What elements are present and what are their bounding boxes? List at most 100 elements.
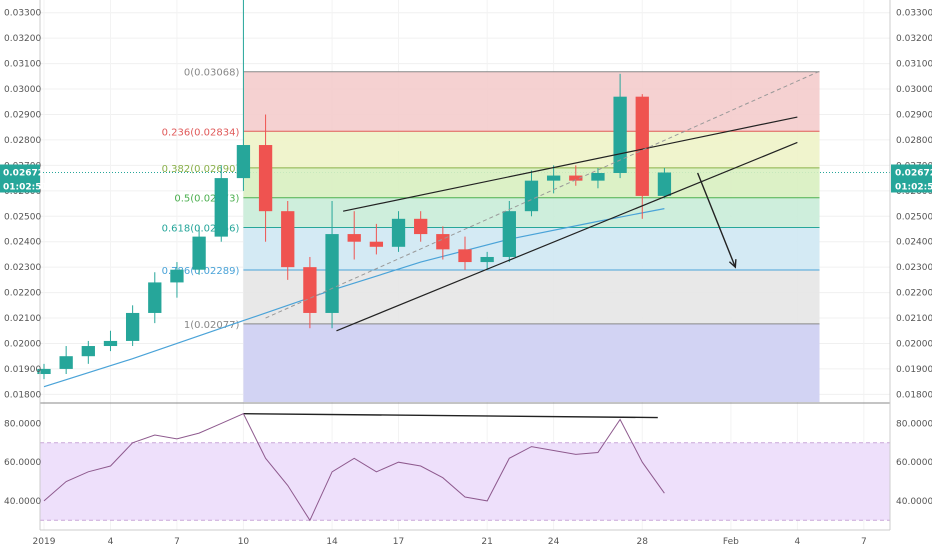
fib-level-label: 0.5(0.02573) <box>174 194 239 205</box>
candle-body <box>369 241 384 247</box>
time-tick-label: 7 <box>861 537 867 547</box>
fib-zone-extension <box>243 323 820 402</box>
fib-level-label: 0.618(0.02456) <box>162 223 240 234</box>
candle-body <box>347 234 361 242</box>
rsi-band <box>40 442 890 521</box>
candle-body <box>81 346 95 357</box>
price-tick-label: 0.02300 <box>896 263 932 273</box>
time-tick-label: 21 <box>481 537 492 547</box>
rsi-polyline <box>43 413 665 522</box>
candle-body <box>502 211 516 257</box>
price-tick-label: 0.02500 <box>896 212 932 222</box>
time-tick-label: 28 <box>637 537 649 547</box>
price-badge <box>891 164 932 179</box>
price-tick-label: 0.02000 <box>896 339 932 349</box>
candle-body <box>214 178 228 237</box>
moving-average-line <box>43 208 665 388</box>
candle-body <box>635 96 649 196</box>
price-tick-label: 0.02200 <box>4 289 41 299</box>
price-tick-label: 0.02100 <box>896 314 932 324</box>
fib-level-label: 0(0.03068) <box>184 68 240 79</box>
countdown-badge-value: 01:02:51 <box>895 183 932 193</box>
price-tick-label: 0.02400 <box>896 238 932 248</box>
time-tick-label: 2019 <box>33 537 56 547</box>
rsi-tick-label: 40.0000 <box>4 497 41 507</box>
price-tick-label: 0.03100 <box>4 60 41 70</box>
price-tick-label: 0.02900 <box>896 110 932 120</box>
candle-body <box>436 234 450 250</box>
candle-body <box>569 175 583 181</box>
trend-drawings[interactable] <box>243 70 820 419</box>
candle-body <box>125 312 140 341</box>
candle-body <box>281 211 295 268</box>
rsi-tick-label: 60.0000 <box>896 458 932 468</box>
price-tick-label: 0.03200 <box>4 34 41 44</box>
candle-body <box>303 267 317 313</box>
price-tick-label: 0.01800 <box>896 390 932 400</box>
rsi-divergence-line <box>243 412 658 419</box>
fib-zone <box>243 269 820 324</box>
price-badge-left-value: 0.02672 <box>3 169 44 179</box>
rsi-tick-label: 80.0000 <box>4 419 41 429</box>
fib-level-label: 0.786(0.02289) <box>162 266 240 277</box>
price-tick-label: 0.01800 <box>4 390 41 400</box>
time-tick-label: 17 <box>393 537 404 547</box>
price-tick-label: 0.03000 <box>896 85 932 95</box>
wedge-lower-trendline <box>336 141 798 332</box>
candle-body <box>524 180 539 212</box>
candle-body <box>657 172 672 196</box>
countdown-badge <box>891 178 932 193</box>
countdown-badge-left <box>0 178 40 193</box>
projection-arrow-head <box>728 259 737 269</box>
price-tick-label: 0.02200 <box>896 289 932 299</box>
price-tick-label: 0.02400 <box>4 238 41 248</box>
time-tick-label: 14 <box>326 537 338 547</box>
price-tick-label: 0.03100 <box>896 60 932 70</box>
candle-body <box>546 175 561 181</box>
candle-body <box>613 96 627 174</box>
candle-body <box>480 256 494 263</box>
time-axis[interactable]: 2019 4 7 10 14 17 21 24 28 Feb 4 7 <box>33 537 867 547</box>
rsi-axis-right: 80.0000 60.0000 40.0000 <box>896 419 932 507</box>
fib-level-label: 0.236(0.02834) <box>162 127 240 138</box>
price-tick-label: 0.01900 <box>896 365 932 375</box>
price-tick-label: 0.01900 <box>4 365 41 375</box>
price-axis-right[interactable]: 0.03300 0.03200 0.03100 0.03000 0.02900 0.028… <box>896 9 932 401</box>
candle-body <box>258 145 273 212</box>
price-tick-label: 0.03000 <box>4 85 41 95</box>
price-tick-label: 0.02800 <box>4 136 41 146</box>
rsi-axis-left: 80.0000 60.0000 40.0000 <box>4 419 41 507</box>
candlestick-series <box>37 0 672 380</box>
wedge-upper-trendline <box>343 116 798 212</box>
dashed-channel-line <box>265 70 820 319</box>
time-tick-label: Feb <box>723 537 739 547</box>
price-tick-label: 0.02300 <box>4 263 41 273</box>
candle-body <box>391 218 406 247</box>
rsi-tick-label: 80.0000 <box>896 419 932 429</box>
time-tick-label: 10 <box>238 537 250 547</box>
candle-body <box>59 356 73 369</box>
countdown-badge-left-value: 01:02:51 <box>3 183 48 193</box>
price-tick-label: 0.03200 <box>896 34 932 44</box>
candle-body <box>170 269 184 283</box>
candle-body <box>236 145 251 179</box>
rsi-tick-label: 60.0000 <box>4 458 41 468</box>
ma-line <box>43 208 665 388</box>
price-tick-label: 0.02000 <box>4 339 41 349</box>
price-tick-label: 0.02900 <box>4 110 41 120</box>
time-tick-label: 4 <box>795 537 801 547</box>
time-tick-label: 24 <box>548 537 560 547</box>
time-tick-label: 4 <box>108 537 114 547</box>
candle-body <box>37 368 51 375</box>
price-badge-value: 0.02672 <box>895 169 932 179</box>
price-badge-left <box>0 164 40 179</box>
price-axis-left[interactable]: 0.03300 0.03200 0.03100 0.03000 0.02900 0.028… <box>4 9 41 401</box>
price-tick-label: 0.02100 <box>4 314 41 324</box>
rsi-tick-label: 40.0000 <box>896 497 932 507</box>
price-tick-label: 0.03300 <box>4 9 41 19</box>
fibonacci-retracement[interactable]: 0(0.03068) 0.236(0.02834) 0.382(0.02690) 0.… <box>162 68 820 402</box>
fib-zone <box>243 71 820 132</box>
fib-zone <box>243 131 820 168</box>
fib-level-label: 0.382(0.02690) <box>162 164 240 175</box>
rsi-band-fill <box>40 442 890 521</box>
